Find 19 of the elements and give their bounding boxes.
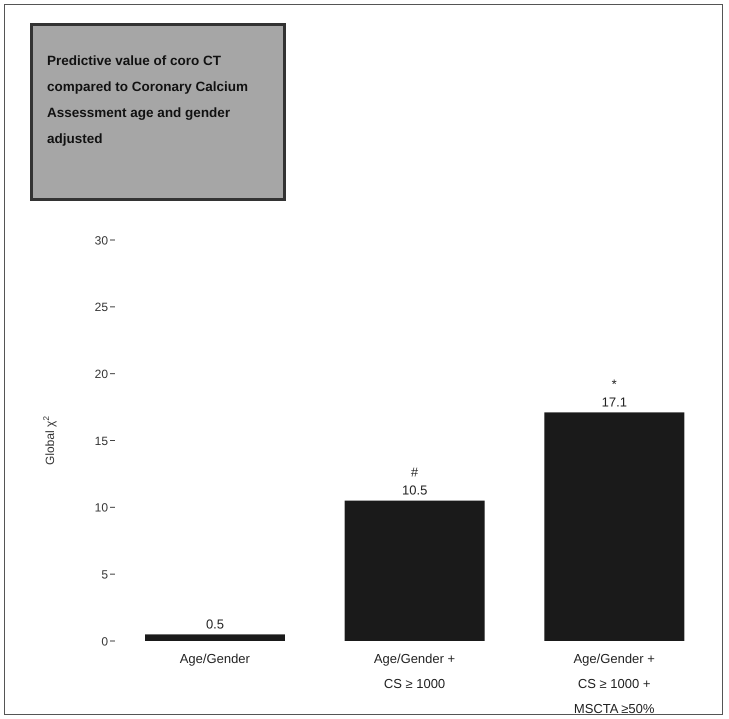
bar xyxy=(544,412,684,641)
bar xyxy=(344,500,485,641)
chart-title: Predictive value of coro CT compared to Coronary Calcium Assessment age and gender adjusted xyxy=(30,23,286,201)
x-tick-label: Age/Gender + CS ≥ 1000 + MSCTA ≥50% xyxy=(574,651,655,716)
y-tick-label: 20 xyxy=(94,366,108,381)
y-tick-label: 10 xyxy=(94,500,108,515)
annotation: # xyxy=(410,464,419,480)
data-label: 0.5 xyxy=(206,616,224,632)
y-tick-label: 15 xyxy=(94,434,108,448)
data-label: 17.1 xyxy=(602,394,627,410)
y-tick-label: 0 xyxy=(101,634,108,648)
y-tick-label: 5 xyxy=(101,567,108,582)
y-tick-label: 30 xyxy=(94,233,108,248)
annotation: * xyxy=(612,376,617,392)
y-tick-label: 25 xyxy=(94,300,108,314)
bar xyxy=(145,634,285,641)
x-tick-label: Age/Gender xyxy=(180,651,251,666)
data-label: 10.5 xyxy=(402,482,428,498)
x-tick-label: Age/Gender + CS ≥ 1000 xyxy=(374,651,456,691)
